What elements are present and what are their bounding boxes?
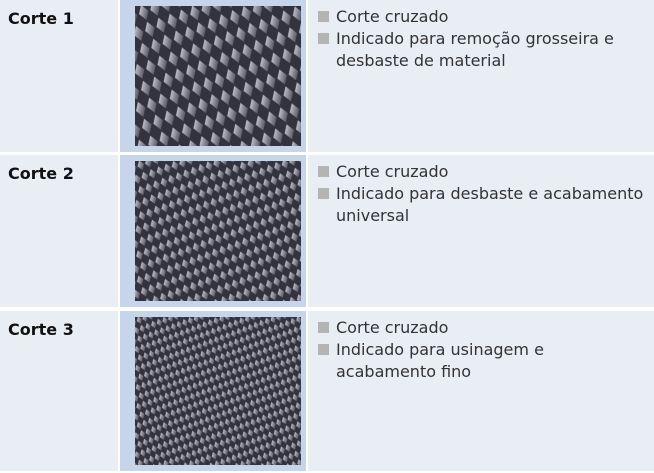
table-row: Corte 2 Corte cruzado Indicado para desbas… [0,155,654,307]
label-cell: Corte 3 [0,311,118,471]
image-cell [120,311,306,471]
bullet-item: Indicado para remoção grosseira e desbas… [316,28,646,72]
description-cell: Corte cruzado Indicado para remoção gross… [308,0,654,152]
knurl-texture [135,161,301,301]
knurl-texture [135,317,301,465]
description-cell: Corte cruzado Indicado para desbaste e ac… [308,155,654,307]
bullet-item: Indicado para desbaste e acabamento univ… [316,183,646,227]
table-row: Corte 3 Corte cruzado Indicado para usinag… [0,311,654,471]
bullet-item: Corte cruzado [316,6,646,28]
knurl-image [135,317,301,465]
row-label: Corte 1 [8,9,74,28]
row-label: Corte 2 [8,164,74,183]
bullet-item: Indicado para usinagem e acabamento fino [316,339,646,383]
image-cell [120,0,306,152]
bullet-list: Corte cruzado Indicado para remoção gross… [316,6,646,72]
image-cell [120,155,306,307]
bullet-list: Corte cruzado Indicado para usinagem e ac… [316,317,646,383]
table-row: Corte 1 Corte cruzado Indicado para remoçã… [0,0,654,152]
knurl-image [135,6,301,146]
label-cell: Corte 1 [0,0,118,152]
bullet-item: Corte cruzado [316,161,646,183]
row-label: Corte 3 [8,320,74,339]
knurl-texture [135,6,301,146]
bullet-item: Corte cruzado [316,317,646,339]
description-cell: Corte cruzado Indicado para usinagem e ac… [308,311,654,471]
bullet-list: Corte cruzado Indicado para desbaste e ac… [316,161,646,227]
knurl-image [135,161,301,301]
label-cell: Corte 2 [0,155,118,307]
